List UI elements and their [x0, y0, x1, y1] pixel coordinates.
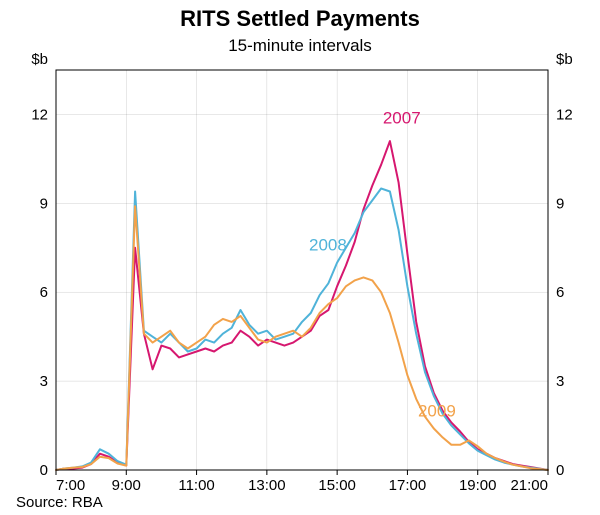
- series-2008: [56, 189, 548, 471]
- y-tick-left: 9: [40, 195, 48, 212]
- chart-source: Source: RBA: [16, 494, 103, 511]
- x-tick-label: 19:00: [459, 477, 497, 494]
- x-tick-label: 21:00: [510, 477, 548, 494]
- y-tick-right: 6: [556, 284, 564, 301]
- y-tick-left: 0: [40, 462, 48, 479]
- x-tick-label: 15:00: [318, 477, 356, 494]
- y-tick-left: 12: [31, 106, 48, 123]
- chart-plot: 200720082009003366991212$b$b7:009:0011:0…: [0, 0, 600, 515]
- x-tick-label: 9:00: [112, 477, 141, 494]
- x-tick-label: 17:00: [389, 477, 427, 494]
- y-tick-right: 9: [556, 195, 564, 212]
- chart-subtitle: 15-minute intervals: [0, 36, 600, 56]
- series-2009: [56, 206, 548, 470]
- x-tick-label: 7:00: [56, 477, 85, 494]
- series-2007: [56, 141, 548, 470]
- y-tick-right: 3: [556, 373, 564, 390]
- series-label-2008: 2008: [309, 236, 347, 255]
- y-tick-right: 12: [556, 106, 573, 123]
- y-tick-left: 6: [40, 284, 48, 301]
- chart-title: RITS Settled Payments: [0, 6, 600, 32]
- series-label-2007: 2007: [383, 108, 421, 127]
- x-tick-label: 13:00: [248, 477, 286, 494]
- series-label-2009: 2009: [418, 402, 456, 421]
- x-tick-label: 11:00: [178, 477, 214, 494]
- y-tick-left: 3: [40, 373, 48, 390]
- plot-border: [56, 70, 548, 470]
- chart-container: RITS Settled Payments 15-minute interval…: [0, 0, 600, 515]
- y-tick-right: 0: [556, 462, 564, 479]
